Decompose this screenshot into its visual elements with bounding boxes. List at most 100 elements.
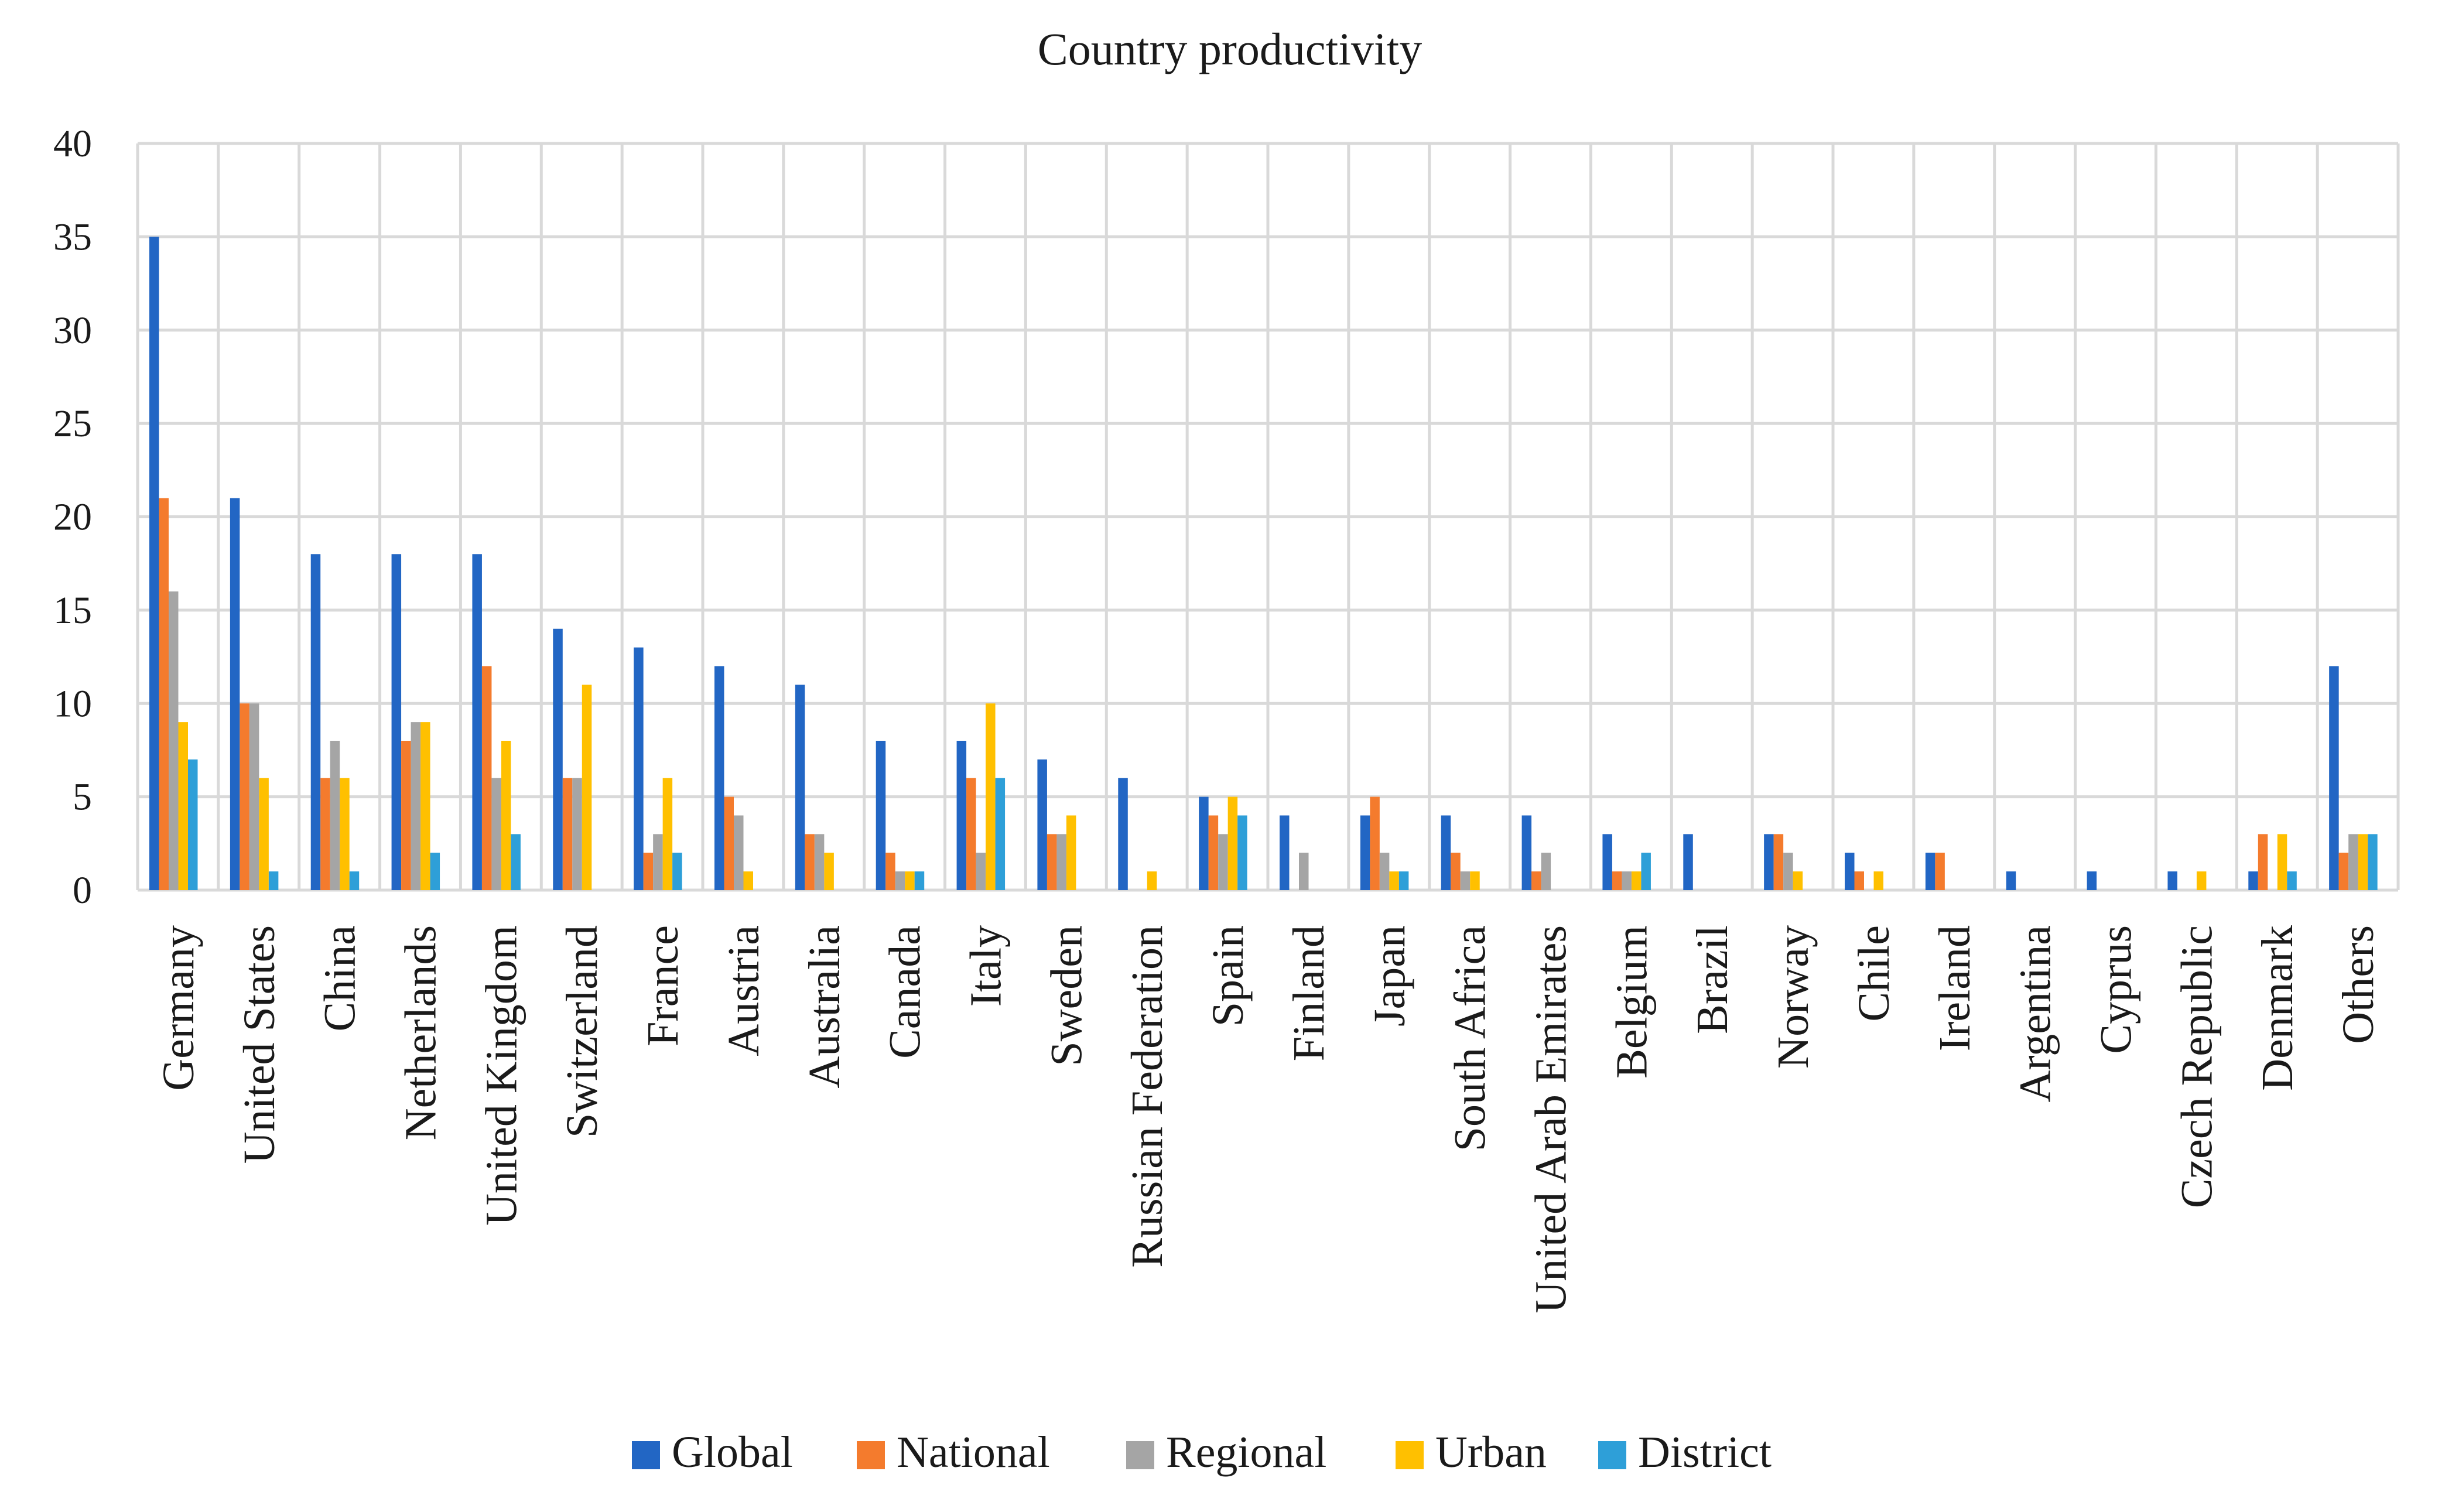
- bar-urban: [1873, 871, 1883, 891]
- bar-regional: [1541, 853, 1551, 890]
- bar-district: [511, 834, 521, 891]
- bar-district: [1237, 815, 1247, 890]
- bar-global: [1845, 853, 1855, 890]
- bar-national: [1531, 871, 1541, 891]
- legend-label: District: [1638, 1428, 1772, 1477]
- bar-district: [188, 759, 198, 891]
- bar-urban: [2196, 871, 2207, 891]
- x-axis-categories: Germany United States China Netherlands Unit…: [154, 925, 2383, 1313]
- y-tick-label: 25: [53, 402, 92, 445]
- legend-swatch: [632, 1441, 660, 1469]
- bar-national: [1370, 796, 1380, 891]
- legend-item-global: Global: [632, 1428, 793, 1477]
- bar-global: [472, 554, 482, 890]
- x-category-label: Switzerland: [558, 925, 607, 1138]
- bar-national: [966, 778, 976, 890]
- bar-national: [1935, 853, 1945, 890]
- bar-district: [268, 871, 279, 891]
- bar-national: [1451, 853, 1461, 890]
- legend-item-regional: Regional: [1126, 1428, 1326, 1477]
- x-category-label: Finland: [1284, 925, 1333, 1061]
- bar-global: [553, 628, 563, 890]
- bar-global: [149, 237, 159, 891]
- legend-item-district: District: [1598, 1428, 1772, 1477]
- bar-national: [562, 778, 573, 890]
- x-category-label: Austria: [719, 925, 768, 1056]
- y-tick-label: 15: [53, 589, 92, 632]
- bar-regional: [895, 871, 905, 891]
- bar-urban: [178, 722, 188, 891]
- bar-regional: [330, 741, 340, 890]
- x-category-label: Norway: [1769, 925, 1818, 1069]
- bar-national: [1612, 871, 1622, 891]
- bar-urban: [1631, 871, 1642, 891]
- y-tick-label: 35: [53, 215, 92, 258]
- bar-global: [2248, 871, 2258, 891]
- bar-regional: [1460, 871, 1471, 891]
- bar-urban: [2358, 834, 2368, 891]
- x-category-label: United Kingdom: [477, 925, 526, 1226]
- bar-global: [876, 741, 886, 890]
- bar-global: [1521, 815, 1532, 890]
- bar-global: [1441, 815, 1451, 890]
- gridlines: [136, 142, 2400, 892]
- bar-urban: [1147, 871, 1157, 891]
- bar-urban: [1470, 871, 1480, 891]
- x-category-label: Australia: [800, 925, 849, 1089]
- bar-global: [310, 554, 321, 890]
- bar-global: [634, 647, 644, 891]
- legend-swatch: [1126, 1441, 1154, 1469]
- bar-national: [1773, 834, 1784, 891]
- y-tick-label: 30: [53, 309, 92, 352]
- x-category-label: United Arab Emirates: [1527, 925, 1576, 1313]
- legend-swatch: [1396, 1441, 1424, 1469]
- x-category-label: Brazil: [1688, 925, 1737, 1034]
- bar-global: [1280, 815, 1290, 890]
- x-category-label: Argentina: [2011, 925, 2060, 1103]
- bar-district: [995, 778, 1006, 890]
- x-category-label: South Africa: [1446, 925, 1495, 1151]
- bar-regional: [1056, 834, 1066, 891]
- x-category-label: France: [638, 925, 688, 1046]
- bar-global: [956, 741, 967, 890]
- bar-national: [2258, 834, 2268, 891]
- legend-item-urban: Urban: [1396, 1428, 1547, 1477]
- bar-global: [1602, 834, 1612, 891]
- bar-global: [1683, 834, 1693, 891]
- bar-national: [1854, 871, 1864, 891]
- bar-national: [805, 834, 815, 891]
- legend: Global National Regional Urban District: [632, 1428, 1772, 1477]
- x-category-label: China: [316, 925, 365, 1032]
- y-axis-ticks: 0 5 10 15 20 25 30 35 40: [53, 122, 92, 912]
- x-category-label: Canada: [881, 925, 930, 1059]
- bar-urban: [582, 685, 592, 891]
- bar-district: [672, 853, 682, 890]
- bar-urban: [743, 871, 753, 891]
- bar-regional: [169, 591, 179, 890]
- bar-district: [1398, 871, 1409, 891]
- bar-regional: [2348, 834, 2358, 891]
- x-category-label: Chile: [1849, 925, 1899, 1022]
- bar-global: [1118, 778, 1128, 890]
- bar-global: [2087, 871, 2097, 891]
- bar-national: [885, 853, 895, 890]
- bar-urban: [1066, 815, 1076, 890]
- legend-item-national: National: [857, 1428, 1050, 1477]
- bar-global: [1037, 759, 1047, 891]
- bar-urban: [986, 703, 996, 890]
- bar-district: [2287, 871, 2297, 891]
- x-category-label: Russian Federation: [1123, 925, 1172, 1268]
- bar-urban: [420, 722, 430, 891]
- x-category-label: Spain: [1203, 925, 1253, 1027]
- bar-national: [481, 666, 492, 890]
- bar-district: [914, 871, 925, 891]
- bar-global: [1925, 853, 1936, 890]
- x-category-label: Netherlands: [396, 925, 446, 1140]
- legend-label: Global: [672, 1428, 793, 1477]
- y-tick-label: 5: [73, 776, 92, 819]
- y-tick-label: 0: [73, 869, 92, 912]
- x-category-label: United States: [235, 925, 284, 1164]
- bar-urban: [662, 778, 673, 890]
- x-category-label: Cyprus: [2092, 925, 2141, 1054]
